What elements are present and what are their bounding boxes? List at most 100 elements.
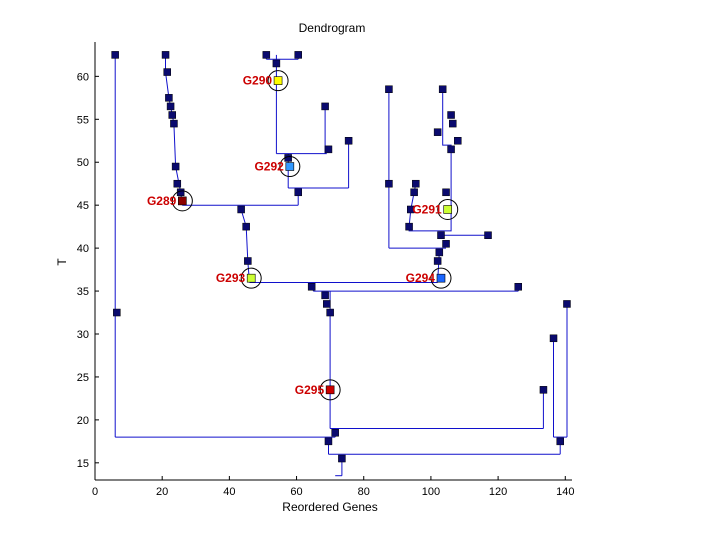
dendrogram-node xyxy=(484,231,492,239)
dendrogram-node xyxy=(244,257,252,265)
y-ticks: 15 20 25 30 35 40 45 50 55 60 xyxy=(77,71,99,470)
cluster-label: G290 xyxy=(243,74,273,88)
dendrogram-node xyxy=(262,51,271,59)
dendrogram-node xyxy=(324,145,333,154)
cluster-ring xyxy=(171,190,193,212)
cluster-marker xyxy=(443,205,453,214)
dendrogram-node xyxy=(449,119,457,128)
x-axis-label: Reordered Genes xyxy=(282,500,377,514)
dendrogram-node xyxy=(442,240,450,248)
x-tick-label: 60 xyxy=(290,486,302,498)
dendrogram-node xyxy=(113,308,121,317)
cluster-marker xyxy=(178,196,187,206)
dendrogram-node xyxy=(454,137,462,145)
x-ticks: 0 20 40 60 80 100 120 140 xyxy=(92,476,574,498)
dendrogram-node xyxy=(437,231,445,239)
dendrogram-node xyxy=(563,300,571,308)
dendrogram-node xyxy=(171,162,180,171)
dendrogram-node xyxy=(438,85,447,93)
dendrogram-node xyxy=(556,437,564,446)
dendrogram-node xyxy=(161,51,170,59)
y-tick-label: 35 xyxy=(77,286,89,298)
dendrogram-node xyxy=(272,59,281,68)
cluster-marker xyxy=(325,385,335,395)
dendrogram-node xyxy=(307,283,316,291)
cluster-label: G295 xyxy=(295,383,325,397)
dendrogram-node xyxy=(514,283,523,291)
y-axis-label: T xyxy=(55,258,69,266)
dendrogram-node xyxy=(170,119,178,128)
y-tick-label: 50 xyxy=(77,157,89,169)
cluster-label: G289 xyxy=(147,194,177,208)
chart-title: Dendrogram xyxy=(299,21,366,35)
dendrogram-node xyxy=(163,68,171,76)
dendrogram-nodes xyxy=(111,51,571,463)
cluster-markers: G290 G292 G289 G291 G293 G294 G295 xyxy=(147,70,459,401)
dendrogram-link xyxy=(442,89,452,150)
dendrogram-node xyxy=(168,111,177,119)
dendrogram-node xyxy=(323,300,331,308)
dendrogram-node xyxy=(294,188,302,197)
y-tick-label: 20 xyxy=(77,415,89,427)
dendrogram-node xyxy=(385,179,393,188)
dendrogram-node xyxy=(165,94,173,102)
dendrogram-node xyxy=(410,188,418,197)
y-tick-label: 30 xyxy=(77,329,89,341)
cluster-marker xyxy=(436,273,446,283)
dendrogram-node xyxy=(173,179,182,188)
y-tick-label: 60 xyxy=(77,71,89,83)
dendrogram-node xyxy=(385,85,393,93)
y-tick-label: 40 xyxy=(77,243,89,255)
x-tick-label: 0 xyxy=(92,486,98,498)
dendrogram-node xyxy=(405,222,413,231)
dendrogram-node xyxy=(324,437,333,446)
dendrogram-node xyxy=(331,429,339,437)
x-tick-label: 120 xyxy=(489,486,507,498)
dendrogram-node xyxy=(442,188,450,197)
y-tick-label: 25 xyxy=(77,372,89,384)
cluster-marker xyxy=(273,76,283,85)
dendrogram-link xyxy=(240,209,250,283)
dendrogram-node xyxy=(344,137,353,145)
cluster-marker xyxy=(285,162,295,171)
x-tick-label: 140 xyxy=(556,486,574,498)
cluster-label: G291 xyxy=(412,202,442,216)
dendrogram-node xyxy=(338,454,346,463)
dendrogram-node xyxy=(407,205,415,214)
dendrogram-links xyxy=(114,54,568,477)
dendrogram-node xyxy=(549,334,558,343)
dendrogram-node xyxy=(321,102,329,111)
dendrogram-node xyxy=(326,308,334,317)
dendrogram-node xyxy=(321,291,329,300)
cluster-ring xyxy=(437,198,459,220)
dendrogram-node xyxy=(412,179,420,188)
cluster-marker xyxy=(246,273,256,283)
dendrogram-node xyxy=(447,111,455,119)
cluster-ring xyxy=(319,379,341,401)
dendrogram-node xyxy=(237,205,245,214)
axes: 0 20 40 60 80 100 120 140 15 20 25 30 35 40 45 50 55 60 xyxy=(77,42,574,498)
dendrogram-node xyxy=(111,51,119,59)
dendrogram-node xyxy=(539,386,548,394)
y-tick-label: 45 xyxy=(77,200,89,212)
cluster-label: G294 xyxy=(406,271,436,285)
dendrogram-node xyxy=(166,102,175,111)
x-tick-label: 20 xyxy=(156,486,168,498)
dendrogram-node xyxy=(433,257,442,265)
cluster-label: G292 xyxy=(254,160,284,174)
cluster-label: G293 xyxy=(216,271,246,285)
y-tick-label: 15 xyxy=(77,458,89,470)
dendrogram-node xyxy=(433,128,442,136)
cluster-ring xyxy=(430,267,452,289)
y-tick-label: 55 xyxy=(77,114,89,126)
x-tick-label: 100 xyxy=(422,486,440,498)
x-tick-label: 40 xyxy=(223,486,235,498)
dendrogram-node xyxy=(242,222,250,231)
dendrogram-node xyxy=(447,145,455,154)
dendrogram-node xyxy=(435,248,444,257)
cluster-ring xyxy=(279,156,301,178)
cluster-ring xyxy=(240,267,262,289)
x-tick-label: 80 xyxy=(358,486,370,498)
cluster-ring xyxy=(267,70,289,92)
